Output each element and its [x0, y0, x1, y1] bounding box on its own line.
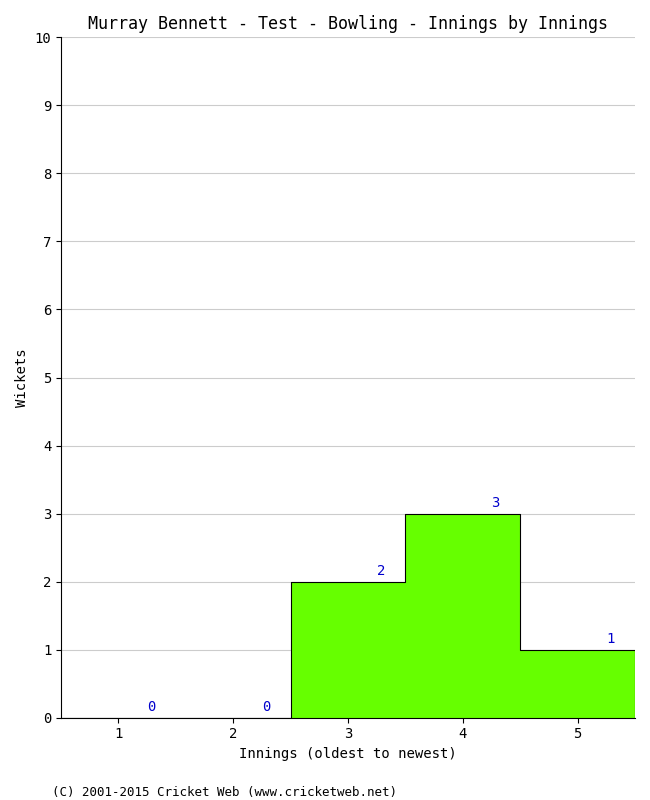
X-axis label: Innings (oldest to newest): Innings (oldest to newest)	[239, 747, 457, 761]
Text: 0: 0	[262, 700, 270, 714]
Text: 2: 2	[377, 563, 385, 578]
Y-axis label: Wickets: Wickets	[15, 348, 29, 407]
Title: Murray Bennett - Test - Bowling - Innings by Innings: Murray Bennett - Test - Bowling - Inning…	[88, 15, 608, 33]
Text: (C) 2001-2015 Cricket Web (www.cricketweb.net): (C) 2001-2015 Cricket Web (www.cricketwe…	[52, 786, 397, 799]
Bar	[406, 514, 520, 718]
Text: 1: 1	[606, 632, 615, 646]
Text: 0: 0	[147, 700, 155, 714]
Bar	[520, 650, 635, 718]
Text: 3: 3	[491, 495, 500, 510]
Bar	[291, 582, 406, 718]
